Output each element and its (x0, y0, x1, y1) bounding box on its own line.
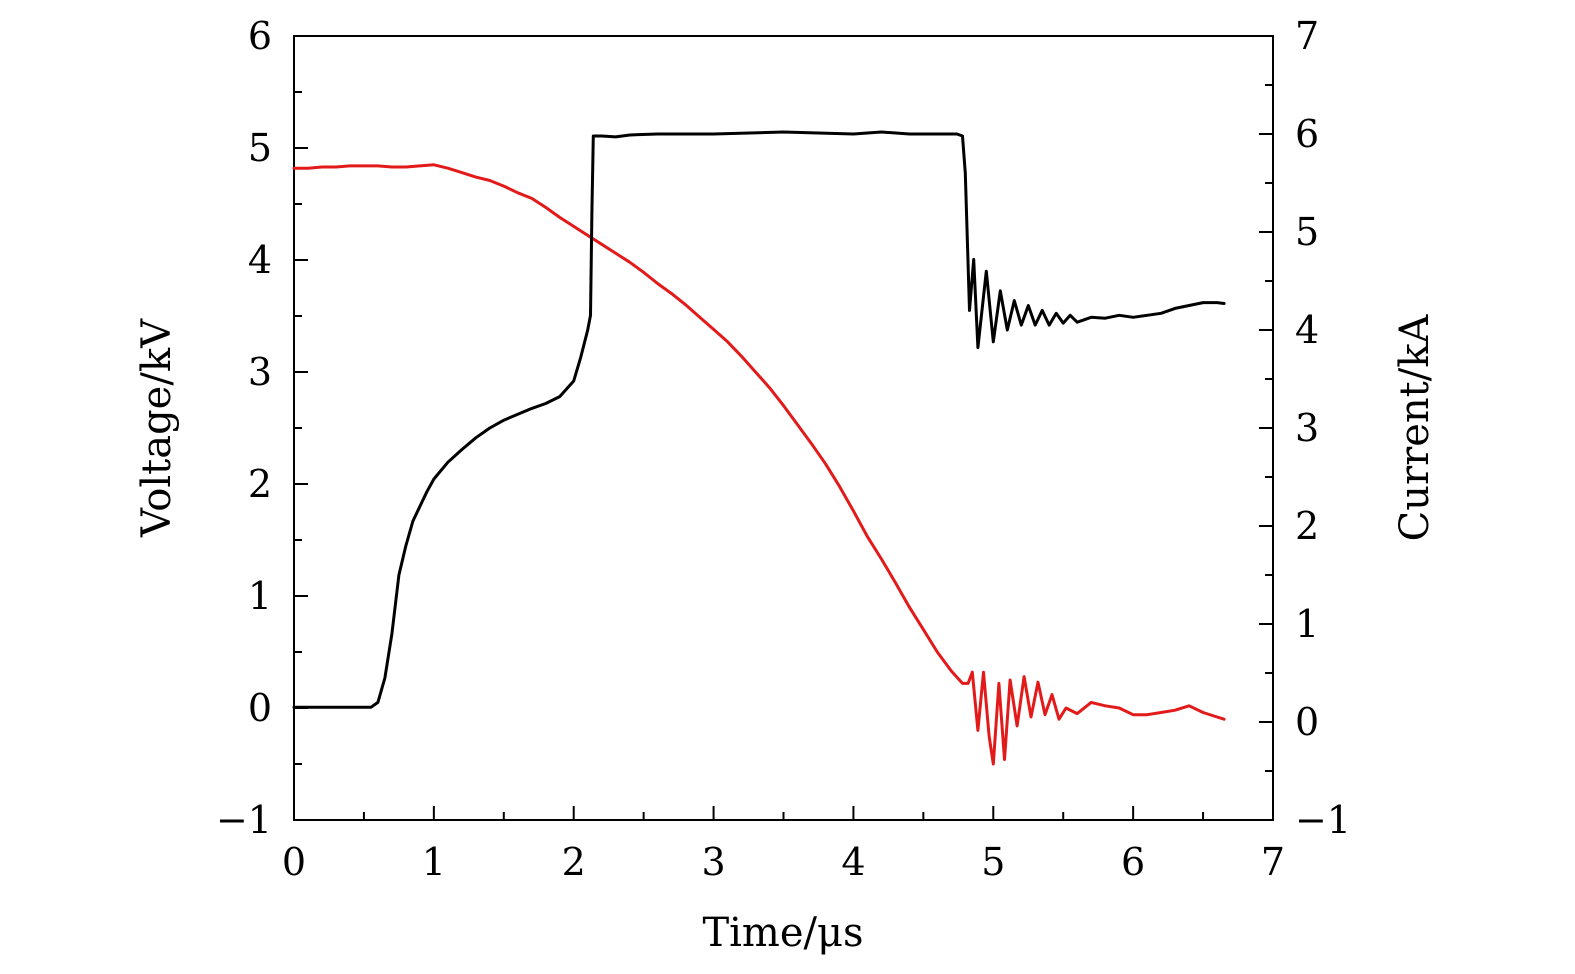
right-axis-title: Current/kA (1392, 314, 1438, 542)
right-tick-label: −1 (1295, 798, 1351, 842)
right-tick-label: 0 (1295, 700, 1319, 744)
x-tick-label: 0 (282, 840, 306, 884)
bottom-axis-ticks: 0 1 2 3 4 5 6 7 (282, 806, 1285, 884)
x-tick-label: 1 (422, 840, 446, 884)
left-tick-label: 5 (248, 126, 272, 170)
plot-frame (293, 35, 1274, 821)
voltage-series-line (292, 163, 1226, 766)
right-tick-label: 3 (1295, 406, 1319, 450)
x-tick-label: 5 (981, 840, 1005, 884)
plot-border (293, 35, 1274, 821)
left-tick-label: −1 (216, 798, 272, 842)
right-tick-label: 2 (1295, 504, 1319, 548)
x-tick-label: 2 (562, 840, 586, 884)
current-series-line (292, 130, 1226, 709)
left-tick-label: 2 (248, 462, 272, 506)
left-tick-label: 1 (248, 574, 272, 618)
x-axis-title: Time/μs (702, 910, 863, 956)
left-tick-label: 3 (248, 350, 272, 394)
x-tick-label: 7 (1261, 840, 1285, 884)
x-tick-label: 6 (1121, 840, 1145, 884)
right-tick-label: 7 (1295, 14, 1319, 58)
left-tick-label: 0 (248, 686, 272, 730)
right-tick-label: 6 (1295, 112, 1319, 156)
right-tick-label: 1 (1295, 602, 1319, 646)
left-tick-label: 4 (248, 238, 272, 282)
left-axis-title: Voltage/kV (134, 318, 180, 538)
left-axis-ticks: −1 0 1 2 3 4 5 6 (216, 14, 308, 842)
left-tick-label: 6 (248, 14, 272, 58)
series-layer (292, 130, 1226, 766)
x-tick-label: 3 (701, 840, 725, 884)
x-tick-label: 4 (841, 840, 865, 884)
right-axis-ticks: −1 0 1 2 3 4 5 6 7 (1259, 14, 1351, 842)
right-tick-label: 4 (1295, 308, 1319, 352)
right-tick-label: 5 (1295, 210, 1319, 254)
